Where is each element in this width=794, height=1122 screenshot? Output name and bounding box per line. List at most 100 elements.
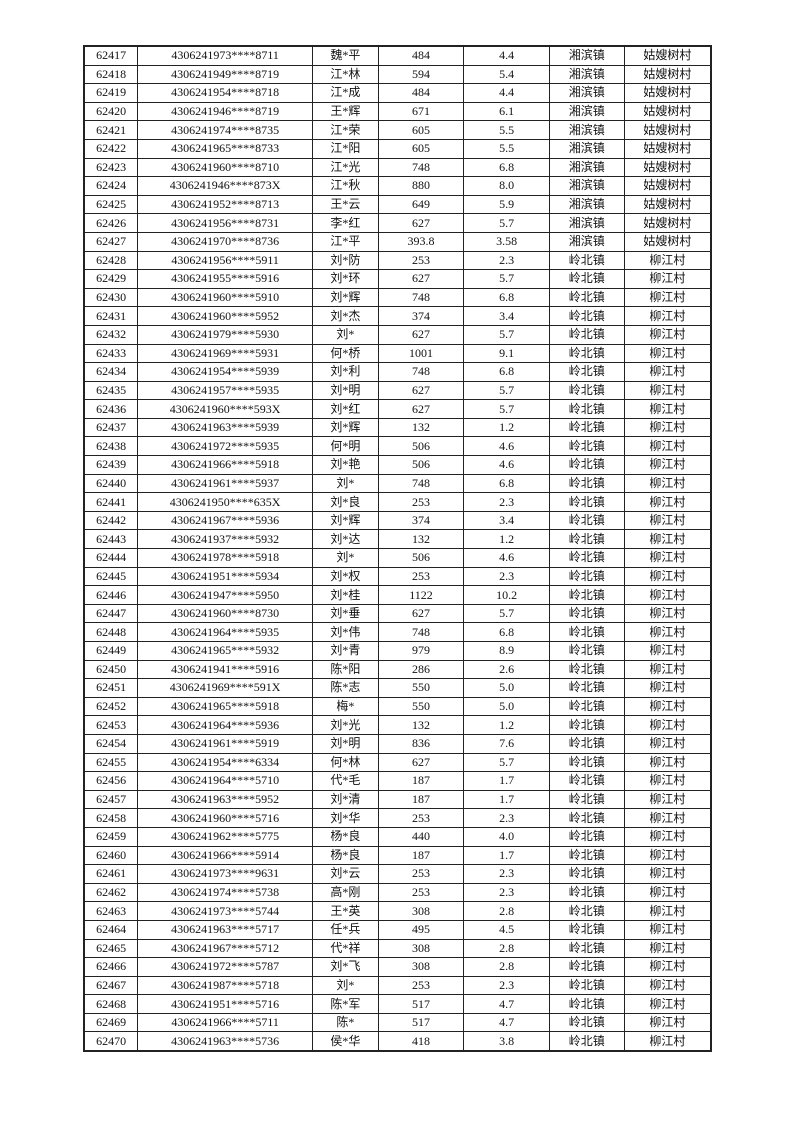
row-number-cell: 62424	[83, 176, 139, 196]
amount-cell: 506	[377, 548, 465, 568]
table-row: 62420 4306241946****8719 王*辉 671 6.1 湘滨镇 姑嫂树村	[83, 101, 712, 122]
town-cell: 岭北镇	[548, 715, 625, 735]
town-cell: 岭北镇	[548, 733, 625, 754]
town-cell: 岭北镇	[548, 994, 625, 1014]
id-number-cell: 4306241967****5936	[137, 510, 313, 531]
amount-cell: 506	[377, 455, 465, 475]
row-number-cell: 62443	[83, 529, 139, 550]
value-cell: 7.6	[463, 733, 550, 754]
village-cell: 柳江村	[623, 957, 712, 977]
table-row: 62423 4306241960****8710 江*光 748 6.8 湘滨镇 姑嫂树村	[83, 157, 712, 178]
village-cell: 姑嫂树村	[623, 213, 712, 233]
town-cell: 岭北镇	[548, 678, 625, 698]
value-cell: 2.3	[463, 566, 550, 587]
name-cell: 江*秋	[311, 176, 379, 196]
town-cell: 湘滨镇	[548, 120, 625, 140]
row-number-cell: 62418	[83, 64, 139, 85]
village-cell: 柳江村	[623, 938, 712, 959]
row-number-cell: 62462	[83, 882, 139, 903]
amount-cell: 253	[377, 808, 465, 828]
village-cell: 柳江村	[623, 696, 712, 717]
village-cell: 柳江村	[623, 622, 712, 642]
row-number-cell: 62437	[83, 417, 139, 438]
row-number-cell: 62469	[83, 1012, 139, 1033]
village-cell: 柳江村	[623, 417, 712, 438]
village-cell: 姑嫂树村	[623, 231, 712, 252]
town-cell: 岭北镇	[548, 603, 625, 624]
village-cell: 柳江村	[623, 324, 712, 345]
value-cell: 6.8	[463, 362, 550, 382]
name-cell: 代*祥	[311, 938, 379, 959]
village-cell: 柳江村	[623, 585, 712, 605]
name-cell: 刘*青	[311, 641, 379, 661]
name-cell: 陈*军	[311, 994, 379, 1014]
table-row: 62458 4306241960****5716 刘*华 253 2.3 岭北镇 柳江村	[83, 808, 712, 828]
id-number-cell: 4306241952****8713	[137, 194, 313, 215]
table-row: 62436 4306241960****593X 刘*红 627 5.7 岭北镇 柳江村	[83, 399, 712, 419]
amount-cell: 627	[377, 324, 465, 345]
village-cell: 柳江村	[623, 901, 712, 921]
value-cell: 4.7	[463, 994, 550, 1014]
village-cell: 柳江村	[623, 529, 712, 550]
name-cell: 刘*桂	[311, 585, 379, 605]
amount-cell: 550	[377, 678, 465, 698]
id-number-cell: 4306241951****5716	[137, 994, 313, 1014]
value-cell: 5.0	[463, 678, 550, 698]
row-number-cell: 62449	[83, 641, 139, 661]
id-number-cell: 4306241969****5931	[137, 343, 313, 364]
village-cell: 柳江村	[623, 548, 712, 568]
table-row: 62417 4306241973****8711 魏*平 484 4.4 湘滨镇 姑嫂树村	[83, 45, 712, 66]
id-number-cell: 4306241954****6334	[137, 752, 313, 773]
amount-cell: 187	[377, 771, 465, 791]
village-cell: 柳江村	[623, 975, 712, 996]
village-cell: 柳江村	[623, 808, 712, 828]
value-cell: 4.7	[463, 1012, 550, 1033]
amount-cell: 132	[377, 417, 465, 438]
name-cell: 刘*良	[311, 492, 379, 512]
village-cell: 柳江村	[623, 715, 712, 735]
town-cell: 岭北镇	[548, 901, 625, 921]
village-cell: 柳江村	[623, 641, 712, 661]
value-cell: 4.6	[463, 548, 550, 568]
table-row: 62452 4306241965****5918 梅* 550 5.0 岭北镇 柳江村	[83, 696, 712, 717]
id-number-cell: 4306241946****8719	[137, 101, 313, 122]
row-number-cell: 62458	[83, 808, 139, 828]
name-cell: 刘*云	[311, 864, 379, 884]
name-cell: 刘*明	[311, 733, 379, 754]
value-cell: 6.8	[463, 622, 550, 642]
town-cell: 岭北镇	[548, 975, 625, 996]
table-row: 62422 4306241965****8733 江*阳 605 5.5 湘滨镇 姑嫂树村	[83, 138, 712, 159]
row-number-cell: 62468	[83, 994, 139, 1014]
village-cell: 柳江村	[623, 789, 712, 810]
value-cell: 2.3	[463, 975, 550, 996]
amount-cell: 627	[377, 380, 465, 401]
name-cell: 刘*利	[311, 362, 379, 382]
name-cell: 梅*	[311, 696, 379, 717]
village-cell: 柳江村	[623, 473, 712, 494]
id-number-cell: 4306241947****5950	[137, 585, 313, 605]
row-number-cell: 62427	[83, 231, 139, 252]
town-cell: 岭北镇	[548, 473, 625, 494]
village-cell: 柳江村	[623, 306, 712, 326]
village-cell: 柳江村	[623, 455, 712, 475]
value-cell: 5.7	[463, 752, 550, 773]
value-cell: 2.3	[463, 808, 550, 828]
amount-cell: 187	[377, 789, 465, 810]
table-row: 62425 4306241952****8713 王*云 649 5.9 湘滨镇 姑嫂树村	[83, 194, 712, 215]
name-cell: 刘*辉	[311, 287, 379, 308]
row-number-cell: 62434	[83, 362, 139, 382]
value-cell: 2.6	[463, 659, 550, 680]
town-cell: 岭北镇	[548, 417, 625, 438]
table-row: 62453 4306241964****5936 刘*光 132 1.2 岭北镇 柳江村	[83, 715, 712, 735]
name-cell: 侯*华	[311, 1031, 379, 1052]
amount-cell: 253	[377, 975, 465, 996]
village-cell: 柳江村	[623, 436, 712, 457]
row-number-cell: 62435	[83, 380, 139, 401]
table-row: 62464 4306241963****5717 任*兵 495 4.5 岭北镇 柳江村	[83, 919, 712, 940]
id-number-cell: 4306241970****8736	[137, 231, 313, 252]
value-cell: 3.4	[463, 306, 550, 326]
id-number-cell: 4306241965****5918	[137, 696, 313, 717]
name-cell: 王*云	[311, 194, 379, 215]
name-cell: 杨*良	[311, 826, 379, 847]
village-cell: 柳江村	[623, 864, 712, 884]
